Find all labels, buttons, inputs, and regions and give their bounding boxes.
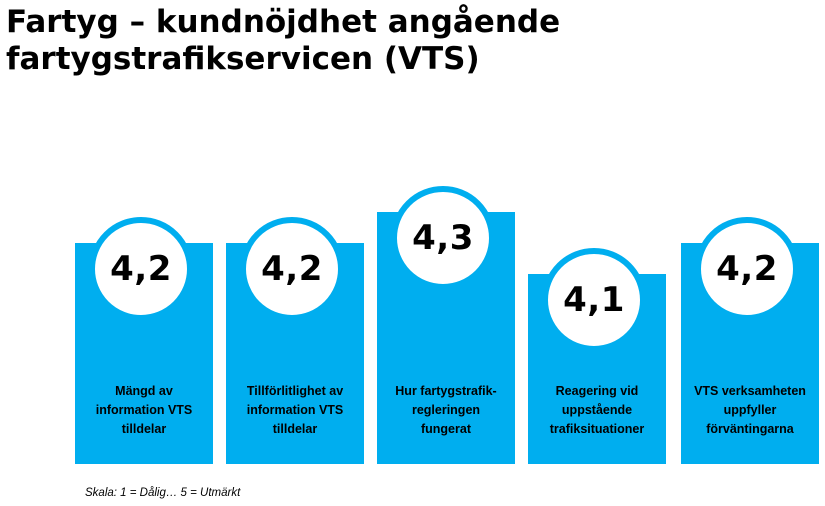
category-label-line: Mängd av [115,383,173,398]
bar-3: 4,3 Hur fartygstrafik-regleringen fungerat [377,182,515,464]
category-label-line: uppstående [561,402,633,417]
category-label-line: information VTS [95,402,193,417]
bar-1: 4,2 Mängd av information VTS tilldelar [75,213,213,464]
category-label: Mängd av information VTS tilldelar [83,380,205,440]
category-label-line: trafiksituationer [549,421,645,436]
category-label-line: tilldelar [272,421,318,436]
bar-2: 4,2 Tillförlitlighet av information VTS til… [226,213,364,464]
value-label: 4,2 [716,249,778,289]
category-label: Hur fartygstrafik-regleringen fungerat [385,380,507,440]
category-label-line: fungerat [420,421,471,436]
page-title-line1: Fartyg – kundnöjdhet angående [6,4,561,40]
category-label-line: Tillförlitlighet av [246,383,344,398]
value-circle: 4,2 [695,217,799,321]
category-label-line: Reagering vid [555,383,639,398]
scale-note: Skala: 1 = Dålig… 5 = Utmärkt [85,487,241,499]
bar-4: 4,1 Reagering vid uppstående trafiksituatio… [528,244,666,464]
category-label-line: regleringen [411,402,481,417]
value-circle: 4,1 [542,248,646,352]
category-label-line: tilldelar [121,421,167,436]
category-label: VTS verksamheten uppfyller förväntingarna [689,380,811,440]
value-circle: 4,2 [240,217,344,321]
category-label-line: VTS verksamheten [694,383,806,398]
category-label-line: Hur fartygstrafik- [395,383,497,398]
category-label-line: förväntingarna [706,421,794,436]
value-label: 4,1 [563,280,625,320]
value-label: 4,2 [110,249,172,289]
category-label: Reagering vid uppstående trafiksituationer [536,380,658,440]
category-label-line: uppfyller [723,402,777,417]
value-circle: 4,2 [89,217,193,321]
category-label: Tillförlitlighet av information VTS tillde… [234,380,356,440]
category-label-line: information VTS [246,402,344,417]
value-label: 4,3 [412,218,474,258]
value-label: 4,2 [261,249,323,289]
value-circle: 4,3 [391,186,495,290]
page-title: Fartyg – kundnöjdhet angående fartygstra… [6,4,786,78]
bar-5: 4,2 VTS verksamheten uppfyller förväntingar… [681,213,819,464]
page-title-line2: fartygstrafikservicen (VTS) [6,41,480,77]
